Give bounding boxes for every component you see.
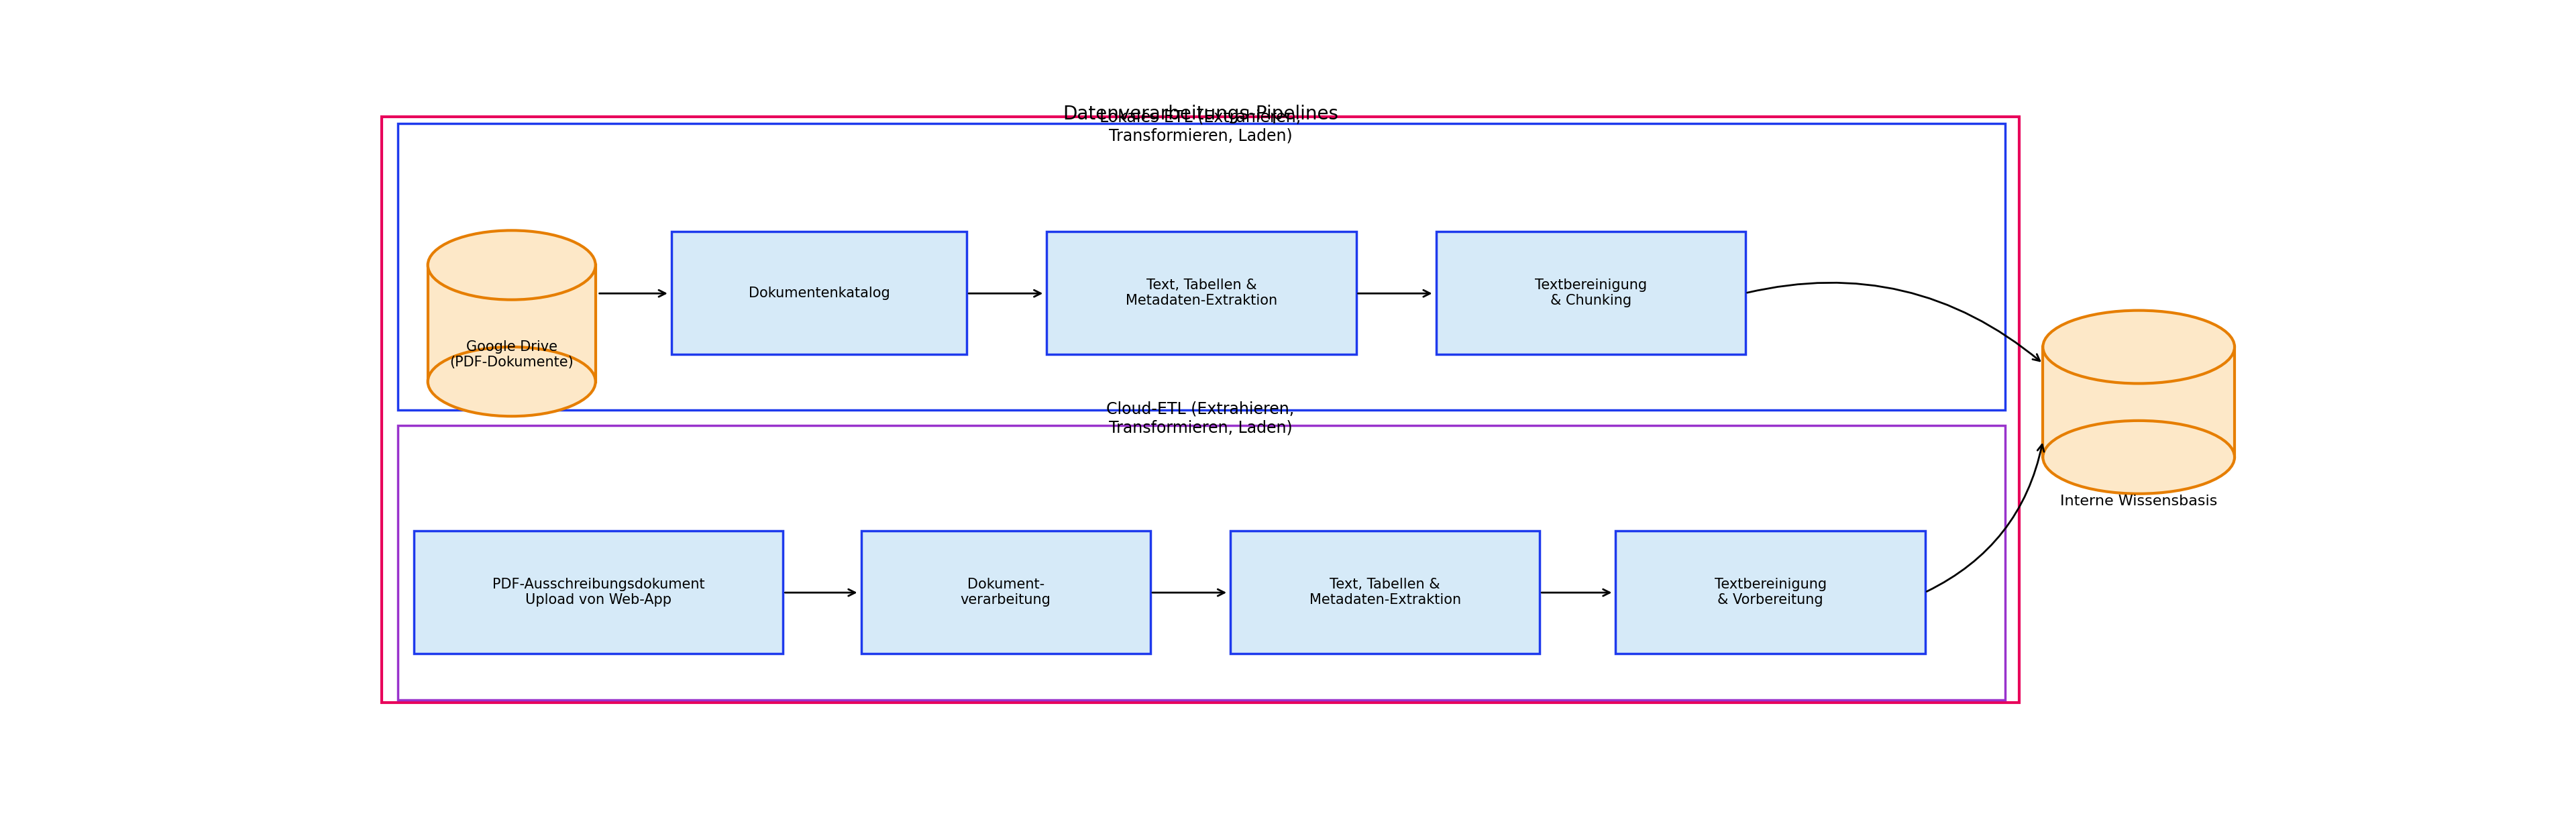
Bar — [397, 124, 2004, 410]
Text: Lokales ETL (Extrahieren,
Transformieren, Laden): Lokales ETL (Extrahieren, Transformieren… — [1100, 109, 1301, 144]
Bar — [860, 531, 1151, 654]
Ellipse shape — [428, 347, 595, 416]
Text: Text, Tabellen &
Metadaten-Extraktion: Text, Tabellen & Metadaten-Extraktion — [1126, 279, 1278, 308]
Text: Dokumentenkatalog: Dokumentenkatalog — [750, 286, 889, 300]
Ellipse shape — [428, 231, 595, 299]
Bar — [381, 117, 2020, 703]
Bar — [2043, 347, 2233, 457]
Bar — [1615, 531, 1924, 654]
Bar — [1046, 231, 1355, 354]
Bar — [415, 531, 783, 654]
Text: Interne Wissensbasis: Interne Wissensbasis — [2061, 495, 2218, 508]
Text: Textbereinigung
& Vorbereitung: Textbereinigung & Vorbereitung — [1716, 578, 1826, 607]
Bar — [672, 231, 966, 354]
Bar — [1435, 231, 1747, 354]
Text: PDF-Ausschreibungsdokument
Upload von Web-App: PDF-Ausschreibungsdokument Upload von We… — [492, 578, 706, 607]
Text: Dokument-
verarbeitung: Dokument- verarbeitung — [961, 578, 1051, 607]
Text: Cloud-ETL (Extrahieren,
Transformieren, Laden): Cloud-ETL (Extrahieren, Transformieren, … — [1108, 401, 1293, 435]
Text: Textbereinigung
& Chunking: Textbereinigung & Chunking — [1535, 279, 1646, 308]
Text: Google Drive
(PDF-Dokumente): Google Drive (PDF-Dokumente) — [451, 340, 574, 369]
Ellipse shape — [2043, 310, 2233, 384]
Text: Datenverarbeitungs-Pipelines: Datenverarbeitungs-Pipelines — [1061, 105, 1340, 124]
Bar — [1231, 531, 1540, 654]
Bar — [428, 265, 595, 381]
Ellipse shape — [2043, 420, 2233, 494]
Text: Text, Tabellen &
Metadaten-Extraktion: Text, Tabellen & Metadaten-Extraktion — [1309, 578, 1461, 607]
Bar — [397, 425, 2004, 699]
